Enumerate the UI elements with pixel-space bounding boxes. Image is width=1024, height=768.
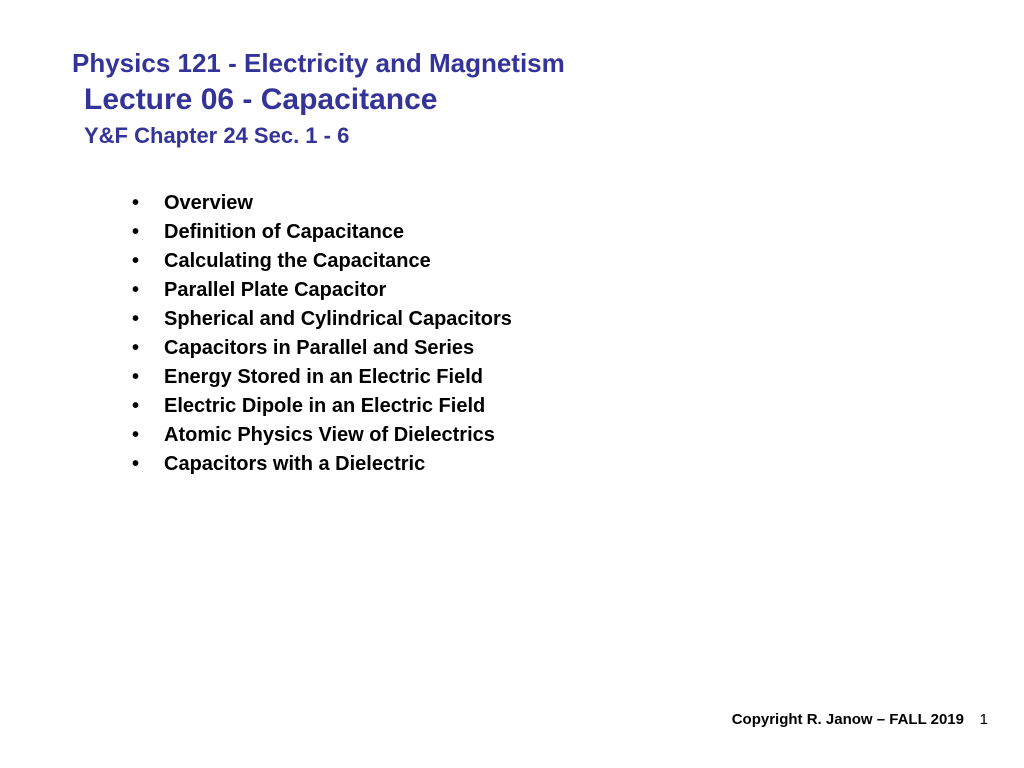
list-item: Capacitors with a Dielectric <box>132 450 952 479</box>
list-item: Spherical and Cylindrical Capacitors <box>132 305 952 334</box>
list-item: Calculating the Capacitance <box>132 247 952 276</box>
topic-list: Overview Definition of Capacitance Calcu… <box>132 189 952 479</box>
list-item: Atomic Physics View of Dielectrics <box>132 421 952 450</box>
course-title: Physics 121 - Electricity and Magnetism <box>72 48 952 79</box>
list-item: Overview <box>132 189 952 218</box>
lecture-title: Lecture 06 - Capacitance <box>84 83 952 117</box>
page-number: 1 <box>980 711 988 728</box>
lecture-slide: Physics 121 - Electricity and Magnetism … <box>0 0 1024 768</box>
list-item: Energy Stored in an Electric Field <box>132 363 952 392</box>
list-item: Parallel Plate Capacitor <box>132 276 952 305</box>
copyright-footer: Copyright R. Janow – FALL 2019 <box>732 711 964 728</box>
chapter-reference: Y&F Chapter 24 Sec. 1 - 6 <box>84 123 952 149</box>
list-item: Electric Dipole in an Electric Field <box>132 392 952 421</box>
list-item: Definition of Capacitance <box>132 218 952 247</box>
list-item: Capacitors in Parallel and Series <box>132 334 952 363</box>
